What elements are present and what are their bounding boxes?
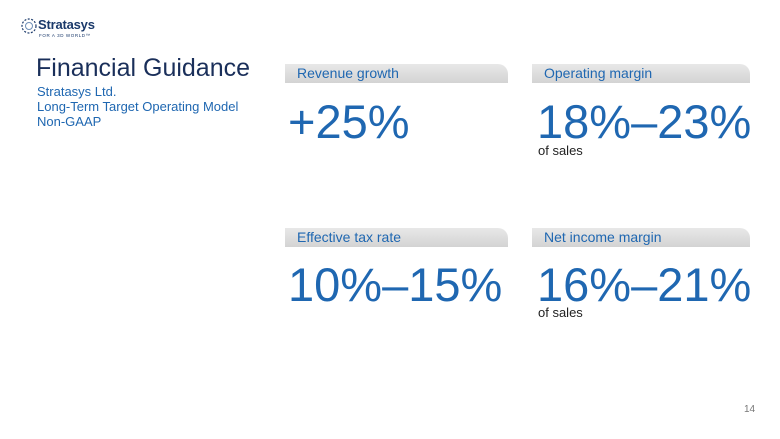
metric-value-operating-margin: 18%–23%	[537, 95, 752, 148]
subtitle-model: Long-Term Target Operating Model	[37, 99, 239, 114]
metric-label-net-income-margin: Net income margin	[532, 228, 750, 247]
page-subtitle: Stratasys Ltd. Long-Term Target Operatin…	[37, 84, 238, 129]
metric-label-revenue-growth: Revenue growth	[285, 64, 508, 83]
page-number: 14	[744, 404, 756, 415]
metric-label-effective-tax-rate: Effective tax rate	[285, 228, 508, 247]
metric-value-net-income-margin: 16%–21%	[537, 258, 752, 311]
metric-value-revenue-growth: +25%	[288, 95, 410, 148]
logo-tagline: FOR A 3D WORLD™	[39, 33, 91, 38]
metric-note-net-income-margin: of sales	[538, 305, 583, 320]
subtitle-basis: Non-GAAP	[37, 114, 102, 129]
subtitle-company: Stratasys Ltd.	[37, 84, 117, 99]
metric-value-effective-tax-rate: 10%–15%	[288, 258, 503, 311]
page-title: Financial Guidance	[36, 54, 251, 82]
metric-label-operating-margin: Operating margin	[532, 64, 750, 83]
stratasys-logo-icon	[21, 18, 37, 34]
company-logo: Stratasys FOR A 3D WORLD™	[20, 15, 106, 41]
logo-wordmark: Stratasys	[38, 17, 95, 32]
metric-note-operating-margin: of sales	[538, 143, 583, 158]
